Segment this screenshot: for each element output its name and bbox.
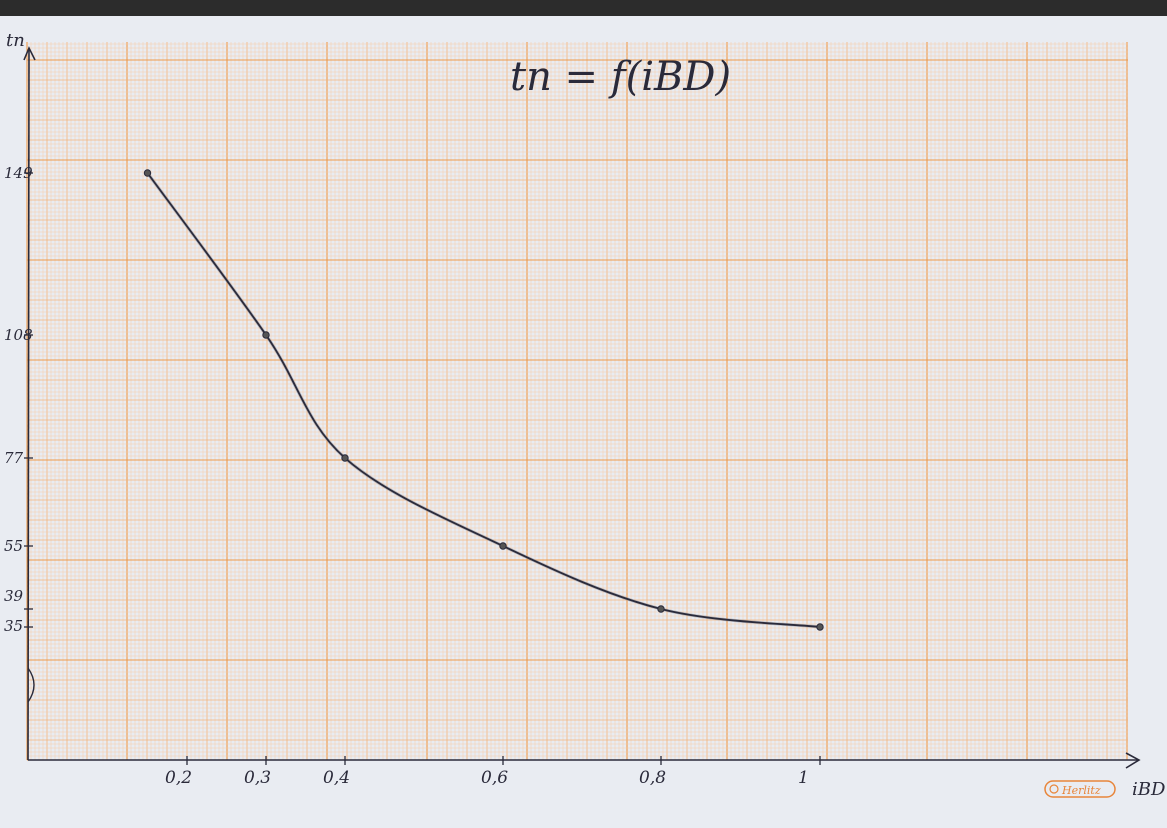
- y-tick-label: 108: [4, 326, 33, 344]
- data-points: [143, 169, 824, 631]
- data-point: [657, 605, 665, 613]
- series-line: [146, 172, 821, 628]
- data-point: [143, 169, 152, 177]
- data-point: [499, 542, 507, 550]
- y-axis: [27, 49, 30, 761]
- axes: [23, 46, 1141, 769]
- x-tick-label: 0,2: [165, 768, 192, 788]
- svg-text:Herlitz: Herlitz: [1061, 784, 1101, 797]
- data-point: [341, 454, 349, 462]
- y-tick-label: 55: [4, 537, 23, 555]
- data-point: [816, 623, 824, 631]
- chart-title: tn = f(iBD): [510, 54, 731, 100]
- scan-top-edge: [0, 0, 1167, 16]
- data-series: [146, 172, 821, 629]
- y-tick-label: 77: [4, 449, 24, 467]
- y-tick-label: 149: [4, 164, 33, 182]
- data-point: [262, 331, 270, 339]
- x-axis-arrow: [1125, 752, 1141, 769]
- y-tick-label: 39: [4, 587, 24, 605]
- y-axis-arrow: [23, 46, 36, 61]
- x-tick-label: 0,4: [323, 768, 350, 788]
- x-tick-label: 0,6: [481, 768, 508, 788]
- x-tick-label: 0,3: [244, 768, 271, 788]
- x-axis-label: iBD: [1132, 779, 1166, 800]
- tick-labels: 0,2 0,3 0,4 0,6 0,8 1 149 108 77 55 39 35: [4, 164, 809, 788]
- x-tick-label: 1: [798, 768, 809, 788]
- x-tick-label: 0,8: [639, 768, 666, 788]
- y-axis-break: [27, 667, 35, 703]
- grid: [26, 42, 1128, 761]
- y-tick-label: 35: [4, 617, 23, 635]
- y-axis-label: tn: [6, 30, 25, 51]
- herlitz-logo: Herlitz: [1044, 780, 1116, 798]
